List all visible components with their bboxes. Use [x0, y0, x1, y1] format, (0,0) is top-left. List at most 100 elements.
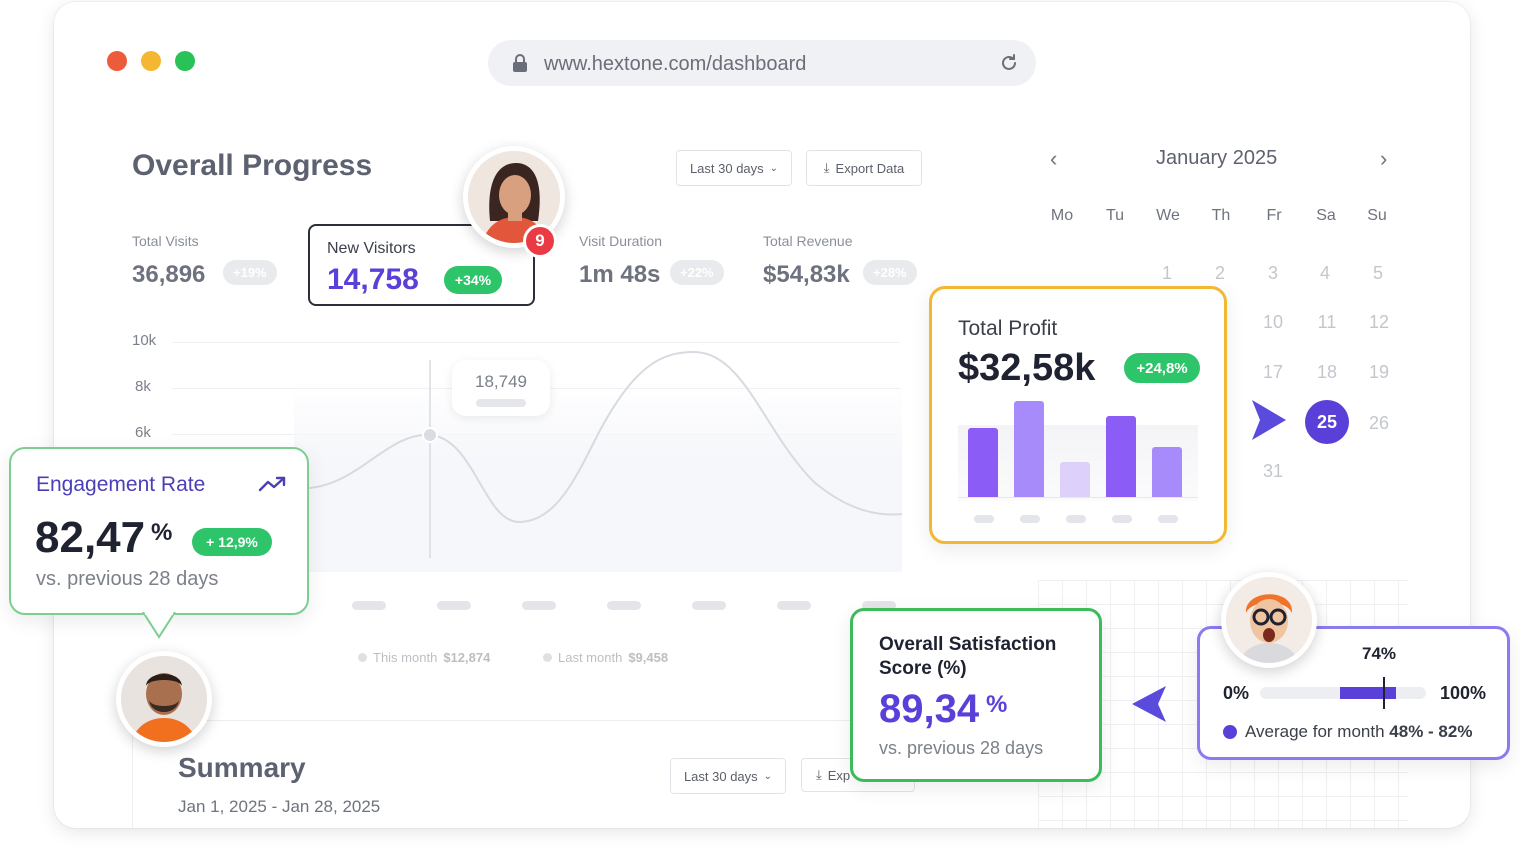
- new-visitors-label: New Visitors: [327, 240, 416, 257]
- calendar-day[interactable]: 3: [1267, 263, 1278, 283]
- satisfaction-percent-sign: %: [986, 691, 1008, 718]
- satisfaction-title: Overall Satisfaction Score (%): [879, 634, 1057, 679]
- satisfaction-card[interactable]: Overall Satisfaction Score (%) 89,34 % v…: [850, 608, 1102, 782]
- x-tick-placeholder: [1020, 515, 1040, 523]
- summary-range-dropdown[interactable]: Last 30 days ⌄: [670, 758, 786, 794]
- range-legend-prefix: Average for month: [1245, 722, 1390, 741]
- range-legend: Average for month 48% - 82%: [1223, 722, 1472, 742]
- profit-bar-chart: [968, 401, 1190, 497]
- trending-up-icon: [258, 476, 286, 492]
- calendar-day[interactable]: 12: [1368, 312, 1390, 332]
- range-marker-label: 74%: [1362, 644, 1397, 663]
- engagement-rate-card[interactable]: Engagement Rate 82,47 % + 12,9% vs. prev…: [9, 447, 309, 615]
- chart-area-fill: [294, 382, 902, 572]
- x-tick-placeholder: [1158, 515, 1178, 523]
- calendar-day[interactable]: 10: [1262, 312, 1284, 332]
- notification-badge: 9: [523, 224, 557, 258]
- engagement-change: + 12,9%: [192, 528, 272, 556]
- x-tick-placeholder: [777, 601, 811, 610]
- chart-tooltip: 18,749: [452, 360, 550, 416]
- profit-bar: [1106, 416, 1136, 497]
- x-tick-placeholder: [862, 601, 896, 610]
- calendar-day[interactable]: 11: [1317, 312, 1337, 332]
- tooltip-pointer: [142, 612, 176, 639]
- y-tick-label: 8k: [135, 378, 151, 395]
- y-tick-label: 6k: [135, 424, 151, 441]
- address-bar[interactable]: www.hextone.com/dashboard: [488, 40, 1036, 86]
- total-visits-label: Total Visits: [132, 233, 199, 249]
- total-profit-label: Total Profit: [958, 317, 1058, 340]
- legend-dot: [1223, 725, 1237, 739]
- date-range-dropdown[interactable]: Last 30 days ⌄: [676, 150, 792, 186]
- weekday-label: Th: [1211, 207, 1231, 224]
- tooltip-placeholder-bar: [476, 399, 526, 407]
- pointer-arrow-icon: [1132, 686, 1166, 722]
- y-tick-label: 10k: [132, 332, 157, 349]
- range-max-label: 100%: [1440, 683, 1487, 703]
- total-visits-change: +19%: [223, 260, 277, 285]
- new-visitors-card[interactable]: New Visitors 14,758 +34%: [308, 224, 535, 306]
- export-data-button[interactable]: ⤓ Export Data: [806, 150, 922, 186]
- engagement-title: Engagement Rate: [36, 473, 206, 496]
- weekday-label: Mo: [1050, 207, 1074, 224]
- user-avatar-woman: [463, 146, 565, 248]
- visit-duration-value: 1m 48s: [579, 261, 661, 288]
- download-icon: ⤓: [816, 767, 822, 782]
- visit-duration-label: Visit Duration: [579, 233, 663, 249]
- summary-range-label: Last 30 days: [683, 768, 758, 784]
- this-month-line: [293, 350, 903, 524]
- x-tick-placeholder: [692, 601, 726, 610]
- user-avatar-glasses: [1221, 572, 1317, 668]
- chevron-down-icon: ⌄: [763, 770, 773, 782]
- summary-dates: Jan 1, 2025 - Jan 28, 2025: [178, 797, 381, 816]
- total-profit-value: $32,58k: [958, 347, 1096, 389]
- maximize-window-dot[interactable]: [175, 51, 195, 71]
- calendar-day[interactable]: 18: [1316, 362, 1338, 382]
- download-icon: ⤓: [823, 160, 830, 175]
- legend-label: Last month: [558, 650, 623, 665]
- total-visits-value: 36,896: [132, 261, 206, 288]
- date-range-label: Last 30 days: [689, 160, 764, 176]
- calendar-day[interactable]: 31: [1262, 461, 1284, 481]
- total-profit-card[interactable]: Total Profit $32,58k +24,8%: [929, 286, 1227, 544]
- summary-border: [132, 720, 133, 828]
- profit-bar: [968, 428, 998, 497]
- close-window-dot[interactable]: [107, 51, 127, 71]
- engagement-value: 82,47: [35, 513, 146, 562]
- weekday-label: We: [1156, 207, 1180, 224]
- legend-value: $9,458: [628, 650, 669, 665]
- weekday-label: Fr: [1266, 207, 1282, 224]
- profit-bar: [1060, 462, 1090, 497]
- calendar-day[interactable]: 1: [1161, 263, 1172, 283]
- calendar-day[interactable]: 4: [1319, 263, 1330, 283]
- summary-export-label: Exp: [827, 767, 851, 783]
- legend-value: $12,874: [443, 650, 491, 665]
- calendar-day[interactable]: 2: [1214, 263, 1225, 283]
- x-tick-placeholder: [1112, 515, 1132, 523]
- profit-baseline: [958, 497, 1198, 498]
- minimize-window-dot[interactable]: [141, 51, 161, 71]
- reload-icon[interactable]: [1000, 54, 1018, 72]
- satisfaction-compare: vs. previous 28 days: [879, 738, 1044, 758]
- new-visitors-value: 14,758: [327, 263, 419, 296]
- calendar-day[interactable]: 17: [1262, 362, 1284, 382]
- calendar-next-icon[interactable]: ›: [1380, 146, 1388, 171]
- x-tick-placeholder: [974, 515, 994, 523]
- calendar-month: January 2025: [1156, 147, 1278, 169]
- legend-label: This month: [373, 650, 438, 665]
- visit-duration-change: +22%: [670, 260, 724, 285]
- hover-point[interactable]: [422, 427, 438, 443]
- calendar-prev-icon[interactable]: ‹: [1050, 146, 1058, 171]
- satisfaction-value: 89,34: [879, 687, 980, 731]
- calendar-day[interactable]: 5: [1372, 263, 1383, 283]
- calendar-day[interactable]: 19: [1368, 362, 1390, 382]
- total-revenue-label: Total Revenue: [763, 233, 853, 249]
- x-tick-placeholder: [1066, 515, 1086, 523]
- legend-last-month: Last month $9,458: [543, 650, 668, 665]
- calendar-day-selected[interactable]: 25: [1305, 400, 1349, 444]
- x-tick-placeholder: [607, 601, 641, 610]
- engagement-percent-sign: %: [151, 519, 173, 546]
- legend-this-month: This month $12,874: [358, 650, 490, 665]
- weekday-label: Sa: [1316, 207, 1336, 224]
- calendar-day[interactable]: 26: [1368, 413, 1390, 433]
